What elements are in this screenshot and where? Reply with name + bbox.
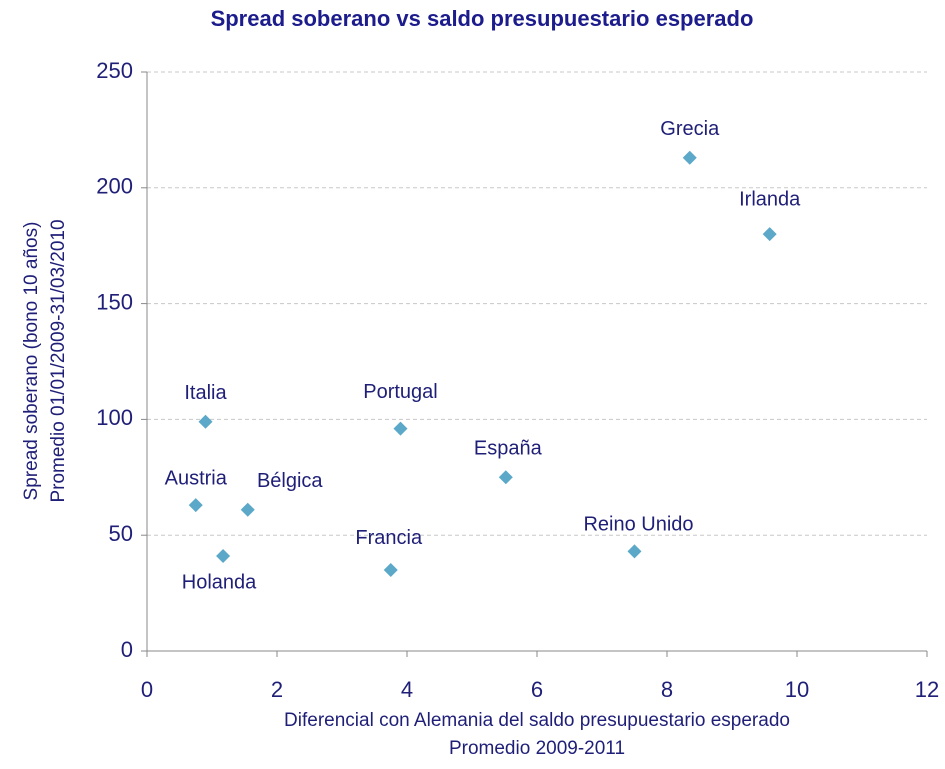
point-label: Francia bbox=[355, 527, 423, 549]
point-label: Italia bbox=[184, 382, 227, 404]
point-label: España bbox=[474, 438, 543, 460]
y-tick-label: 100 bbox=[96, 405, 133, 430]
x-axis-label: Diferencial con Alemania del saldo presu… bbox=[284, 710, 790, 731]
y-tick-label: 150 bbox=[96, 289, 133, 314]
y-tick-label: 200 bbox=[96, 174, 133, 199]
x-tick-label: 6 bbox=[531, 677, 543, 702]
point bbox=[627, 544, 642, 559]
x-tick-label: 0 bbox=[141, 677, 153, 702]
point bbox=[498, 470, 513, 485]
point-label: Bélgica bbox=[257, 470, 323, 492]
y-tick-label: 50 bbox=[109, 521, 133, 546]
y-axis-label: Spread soberano (bono 10 años) bbox=[21, 222, 42, 501]
point bbox=[216, 549, 231, 564]
x-axis-label: Promedio 2009-2011 bbox=[449, 738, 625, 759]
point bbox=[240, 502, 255, 517]
point-label: Austria bbox=[165, 467, 228, 489]
x-tick-label: 2 bbox=[271, 677, 283, 702]
point bbox=[383, 562, 398, 577]
point-label: Grecia bbox=[660, 118, 720, 140]
y-tick-label: 0 bbox=[121, 637, 133, 662]
point bbox=[188, 498, 203, 513]
point bbox=[198, 414, 213, 429]
x-tick-label: 8 bbox=[661, 677, 673, 702]
point bbox=[393, 421, 408, 436]
chart-title: Spread soberano vs saldo presupuestario … bbox=[211, 6, 754, 31]
point-label: Portugal bbox=[363, 381, 438, 403]
point-label: Holanda bbox=[182, 571, 257, 593]
x-tick-label: 4 bbox=[401, 677, 413, 702]
x-tick-label: 10 bbox=[785, 677, 809, 702]
x-tick-label: 12 bbox=[915, 677, 939, 702]
point bbox=[762, 227, 777, 242]
point-label: Reino Unido bbox=[583, 514, 693, 536]
y-tick-label: 250 bbox=[96, 58, 133, 83]
y-axis-label: Promedio 01/01/2009-31/03/2010 bbox=[48, 219, 69, 502]
point-label: Irlanda bbox=[739, 188, 801, 210]
point bbox=[682, 150, 697, 165]
